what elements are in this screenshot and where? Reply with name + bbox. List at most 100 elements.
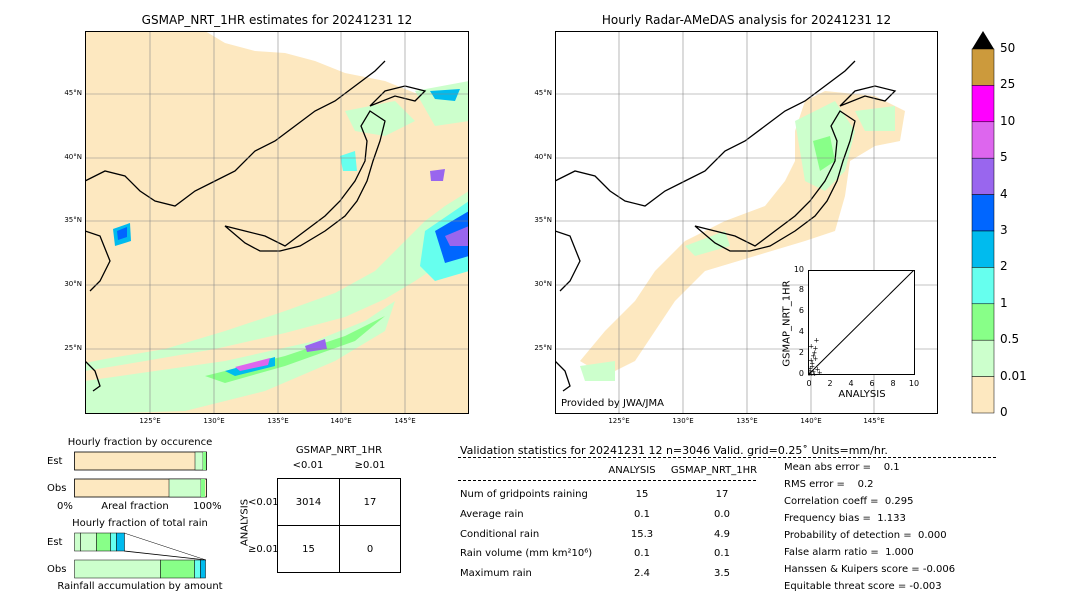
- scatter-point: +: [808, 343, 814, 351]
- right-lat-label: 45°N: [534, 89, 552, 97]
- right-lon-label: 130°E: [672, 417, 694, 425]
- scatter-point: +: [814, 336, 820, 344]
- right-map-title: Hourly Radar-AMeDAS analysis for 2024123…: [601, 13, 892, 27]
- left-lat-label: 45°N: [64, 89, 82, 97]
- inset-ytick: 0: [798, 369, 804, 378]
- right-lon-label: 145°E: [863, 417, 885, 425]
- left-lon-label: 140°E: [330, 417, 352, 425]
- colorbar-label: 4: [1000, 186, 1008, 201]
- left-map-title: GSMAP_NRT_1HR estimates for 20241231 12: [141, 13, 413, 27]
- stat-label: Rain volume (mm km²10⁶): [460, 548, 593, 559]
- colorbar-label: 0.01: [1000, 368, 1027, 383]
- col-analysis: ANALYSIS: [608, 465, 656, 476]
- colorbar-label: 1: [1000, 295, 1008, 310]
- colorbar-cell: [971, 85, 995, 123]
- colorbar-cell: [971, 267, 995, 305]
- colorbar-cell: [971, 48, 995, 86]
- stat-label: Num of gridpoints raining: [460, 489, 588, 500]
- scatter-point: +: [808, 365, 813, 373]
- left-lat-label: 25°N: [64, 344, 82, 352]
- inset-xtick: 4: [848, 379, 854, 388]
- contingency-cell: 15: [302, 544, 315, 555]
- stat-gsmap: 17: [715, 489, 729, 500]
- scatter-point: +: [810, 352, 816, 360]
- contingency-col2: ≥0.01: [354, 460, 386, 471]
- colorbar-extend-arrow: [972, 31, 994, 49]
- left-lat-label: 40°N: [64, 153, 82, 161]
- stat-analysis: 0.1: [634, 509, 650, 520]
- contingency-cell: 3014: [295, 497, 322, 508]
- colorbar-cell: [971, 194, 995, 232]
- score-line: Frequency bias = 1.133: [784, 513, 906, 524]
- contingency-grid: 3014 17 15 0: [277, 478, 401, 573]
- colorbar-cell: [971, 376, 995, 414]
- occurence-bars: [74, 451, 207, 498]
- fraction-title-total-rain: Hourly fraction of total rain: [72, 518, 208, 529]
- inset-xtick: 6: [869, 379, 875, 388]
- inset-xlabel: ANALYSIS: [838, 389, 886, 400]
- left-lon-label: 130°E: [203, 417, 225, 425]
- scatter-point: +: [815, 366, 821, 374]
- contingency-col1: <0.01: [292, 460, 324, 471]
- inset-ytick: 8: [798, 285, 804, 294]
- inset-ytick: 4: [798, 327, 804, 336]
- inset-ytick: 10: [793, 265, 804, 274]
- validation-header: Validation statistics for 20241231 12 n=…: [460, 444, 888, 457]
- colorbar-cell: [971, 303, 995, 341]
- col-gsmap: GSMAP_NRT_1HR: [670, 465, 758, 476]
- inset-xtick: 2: [827, 379, 833, 388]
- stat-analysis: 0.1: [634, 548, 650, 559]
- score-line: Correlation coeff = 0.295: [784, 496, 914, 507]
- score-line: False alarm ratio = 1.000: [784, 547, 914, 558]
- colorbar: [971, 31, 995, 414]
- stat-gsmap: 4.9: [714, 529, 730, 540]
- inset-ytick: 2: [798, 348, 804, 357]
- left-lon-label: 145°E: [394, 417, 416, 425]
- colorbar-label: 3: [1000, 223, 1008, 237]
- colorbar-cell: [971, 157, 995, 195]
- right-lon-label: 135°E: [736, 417, 758, 425]
- stat-label: Average rain: [460, 509, 524, 520]
- left-lat-label: 35°N: [64, 216, 82, 224]
- right-lon-label: 140°E: [800, 417, 822, 425]
- fraction-footer: Rainfall accumulation by amount: [57, 581, 223, 592]
- stat-label: Maximum rain: [460, 568, 532, 579]
- scatter-point: +: [810, 368, 816, 376]
- scatter-point: +: [811, 349, 817, 357]
- right-lon-label: 125°E: [608, 417, 630, 425]
- total-rain-bars: [74, 532, 207, 579]
- right-lat-label: 40°N: [534, 153, 552, 161]
- colorbar-cell: [971, 230, 995, 268]
- right-map: [555, 31, 938, 414]
- stat-gsmap: 0.0: [714, 509, 730, 520]
- contingency-row1: <0.01: [248, 497, 279, 508]
- left-lon-label: 135°E: [267, 417, 289, 425]
- inset-xtick: 0: [806, 379, 812, 388]
- est-label: Est: [47, 456, 63, 467]
- contingency-row2: ≥0.01: [248, 544, 279, 555]
- fraction-title-occurence: Hourly fraction by occurence: [67, 437, 213, 448]
- provider-credit: Provided by JWA/JMA: [561, 398, 664, 409]
- stat-analysis: 15.3: [630, 529, 654, 540]
- stat-gsmap: 3.5: [714, 568, 730, 579]
- inset-xtick: 8: [890, 379, 896, 388]
- colorbar-label: 2: [1000, 259, 1008, 274]
- scatter-point: +: [812, 355, 818, 363]
- scatter-point: +: [809, 363, 815, 371]
- right-lat-label: 30°N: [534, 280, 552, 288]
- left-lat-label: 30°N: [64, 280, 82, 288]
- stat-analysis: 2.4: [634, 568, 650, 579]
- diagonal-line: [808, 270, 915, 376]
- scatter-point: +: [808, 371, 814, 376]
- inset-scatter: +++++++++++ ++++++: [808, 270, 915, 376]
- stat-gsmap: 0.1: [714, 548, 730, 559]
- score-line: Probability of detection = 0.000: [784, 530, 947, 541]
- colorbar-label: 0: [1000, 405, 1008, 419]
- axis-mid: Areal fraction: [101, 501, 169, 512]
- scatter-point: +: [808, 367, 813, 375]
- colorbar-label: 10: [1000, 113, 1016, 128]
- est-label-2: Est: [47, 537, 63, 548]
- score-line: RMS error = 0.2: [784, 479, 874, 490]
- contingency-title: GSMAP_NRT_1HR: [295, 445, 383, 456]
- score-line: Hanssen & Kuipers score = -0.006: [784, 564, 956, 575]
